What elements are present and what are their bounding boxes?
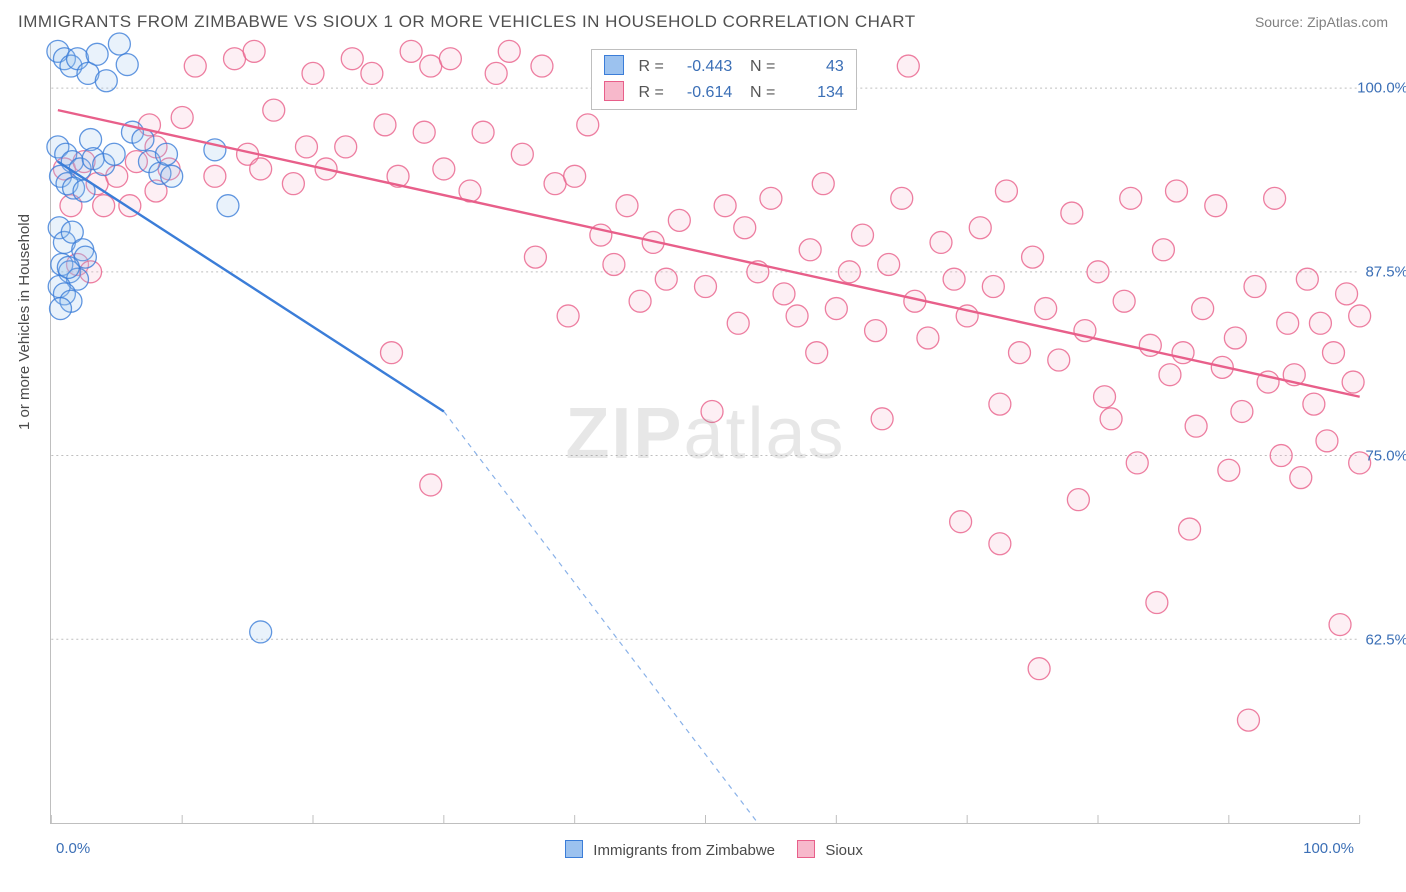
- n-value-2: 134: [780, 80, 844, 106]
- r-value-2: -0.614: [668, 80, 732, 106]
- bottom-legend-label-2: Sioux: [825, 842, 863, 859]
- source-label: Source:: [1255, 14, 1307, 30]
- bottom-swatch-2: [797, 840, 815, 858]
- r-label-2: R =: [638, 84, 663, 101]
- n-value-1: 43: [780, 54, 844, 80]
- legend-swatch-2: [604, 81, 624, 101]
- stats-legend: R = -0.443 N = 43 R = -0.614 N = 134: [591, 49, 857, 110]
- source-attribution: Source: ZipAtlas.com: [1255, 14, 1388, 30]
- stats-row-2: R = -0.614 N = 134: [604, 80, 844, 106]
- legend-swatch-1: [604, 55, 624, 75]
- source-value: ZipAtlas.com: [1307, 14, 1388, 30]
- chart-svg: [51, 44, 1360, 823]
- bottom-swatch-1: [565, 840, 583, 858]
- r-label-1: R =: [638, 58, 663, 75]
- n-label-2: N =: [750, 84, 775, 101]
- chart-title: IMMIGRANTS FROM ZIMBABWE VS SIOUX 1 OR M…: [18, 12, 916, 32]
- bottom-legend: Immigrants from Zimbabwe Sioux: [50, 840, 1360, 859]
- y-tick-label: 75.0%: [1365, 448, 1406, 465]
- r-value-1: -0.443: [668, 54, 732, 80]
- x-axis-area: 0.0% Immigrants from Zimbabwe Sioux 100.…: [50, 840, 1360, 864]
- chart-header: IMMIGRANTS FROM ZIMBABWE VS SIOUX 1 OR M…: [0, 0, 1406, 44]
- y-tick-label: 100.0%: [1357, 80, 1406, 97]
- n-label-1: N =: [750, 58, 775, 75]
- scatter-plot: R = -0.443 N = 43 R = -0.614 N = 134 ZIP…: [50, 44, 1360, 824]
- y-axis-title: 1 or more Vehicles in Household: [16, 214, 33, 430]
- y-tick-label: 87.5%: [1365, 264, 1406, 281]
- bottom-legend-label-1: Immigrants from Zimbabwe: [593, 842, 775, 859]
- stats-row-1: R = -0.443 N = 43: [604, 54, 844, 80]
- x-max-label: 100.0%: [1303, 840, 1354, 857]
- y-tick-label: 62.5%: [1365, 632, 1406, 649]
